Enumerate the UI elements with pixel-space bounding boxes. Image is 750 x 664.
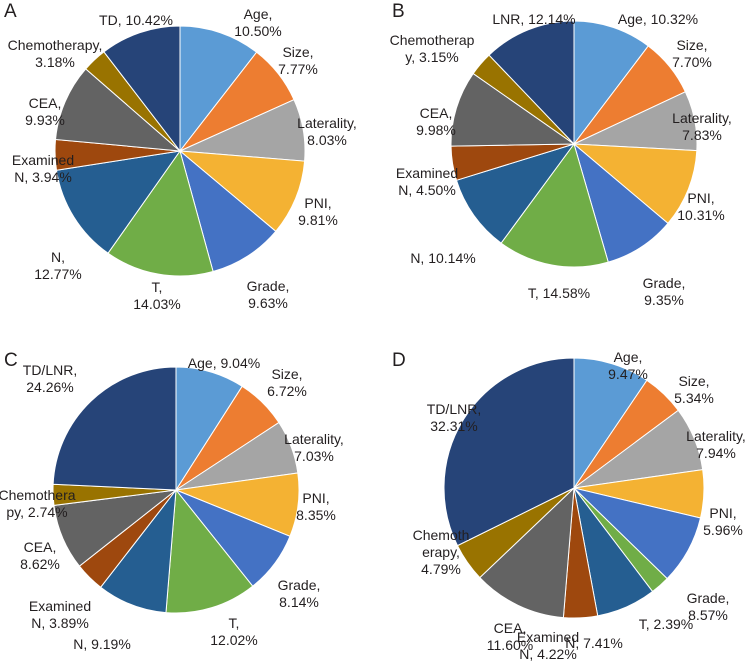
panel-a-slice-td bbox=[103, 25, 181, 153]
panel-c-slices bbox=[52, 366, 300, 614]
panel-b-slice-pni bbox=[572, 143, 698, 225]
panel-b-label-age: Age, 10.32% bbox=[618, 11, 698, 27]
panel-c-letter: C bbox=[4, 350, 18, 371]
panel-a-label-grade: Grade, 9.63% bbox=[247, 278, 290, 311]
panel-d-slice-cea bbox=[479, 486, 575, 619]
panel-c-label-laterality: Laterality, 7.03% bbox=[284, 431, 344, 464]
panel-a-slice-age bbox=[179, 25, 258, 153]
panel-c-slice-t bbox=[165, 488, 254, 614]
panel-c-label-examined-n: Examined N, 3.89% bbox=[29, 598, 91, 631]
panel-b-slice-cea bbox=[450, 72, 576, 147]
panel-b-label-n: N, 10.14% bbox=[410, 250, 475, 266]
panel-a-label-chemotherapy: Chemotherapy, 3.18% bbox=[8, 37, 103, 70]
panel-a-labels: Age, 10.50% Size, 7.77% Laterality, 8.03% PNI,… bbox=[8, 6, 357, 312]
panel-a-label-examined-n: Examined N, 3.94% bbox=[12, 152, 74, 185]
panel-b-label-t: T, 14.58% bbox=[528, 285, 590, 301]
panel-d-labels: Age, 9.47% Size, 5.34% Laterality, 7.94% PNI, 5… bbox=[413, 349, 746, 662]
panel-c-slice-td-lnr bbox=[52, 366, 177, 491]
panel-d-label-pni: PNI, 5.96% bbox=[703, 505, 743, 538]
panel-b-slice-lnr bbox=[488, 20, 575, 146]
panel-b-label-cea: CEA, 9.98% bbox=[416, 105, 456, 138]
panel-a-letter: A bbox=[4, 1, 17, 22]
panel-a-slice-n bbox=[55, 150, 182, 254]
panel-c-label-t: T, 12.02% bbox=[210, 615, 257, 648]
panel-b-slices bbox=[450, 20, 698, 268]
panel-a-slice-grade bbox=[179, 149, 277, 273]
panel-d-label-chemotherapy: Chemoth erapy, 4.79% bbox=[413, 527, 470, 577]
panel-d-label-laterality: Laterality, 7.94% bbox=[686, 428, 746, 461]
panel-c-label-pni: PNI, 8.35% bbox=[296, 490, 336, 523]
panel-d-label-size: Size, 5.34% bbox=[674, 373, 714, 406]
panel-a-slice-cea bbox=[54, 68, 182, 152]
panel-d-label-age: Age, 9.47% bbox=[608, 349, 648, 382]
panel-a-label-n: N, 12.77% bbox=[34, 249, 81, 282]
panel-b-label-laterality: Laterality, 7.83% bbox=[672, 110, 732, 143]
panel-d-slices bbox=[443, 357, 705, 619]
panel-d-label-td-lnr: TD/LNR, 32.31% bbox=[427, 401, 481, 434]
panel-c-label-cea: CEA, 8.62% bbox=[20, 539, 60, 572]
panel-c-label-grade: Grade, 8.14% bbox=[278, 577, 321, 610]
panel-a-label-size: Size, 7.77% bbox=[278, 44, 318, 77]
panel-c-label-td-lnr: TD/LNR, 24.26% bbox=[23, 362, 77, 395]
panel-d-label-t: T, 2.39% bbox=[639, 616, 693, 632]
panel-b-slice-n bbox=[455, 143, 576, 244]
panel-a-slice-pni bbox=[178, 150, 306, 233]
panel-a-label-laterality: Laterality, 8.03% bbox=[297, 115, 357, 148]
panel-c-label-age: Age, 9.04% bbox=[188, 355, 260, 371]
panel-d-label-examined-n: Examined N, 4.22% bbox=[517, 629, 579, 662]
panel-d-label-cea: CEA, 11.60% bbox=[487, 620, 533, 653]
panel-d-letter: D bbox=[392, 350, 406, 371]
panel-a-label-t: T, 14.03% bbox=[133, 279, 180, 312]
panel-b-label-size: Size, 7.70% bbox=[672, 37, 712, 70]
panel-b-label-pni: PNI, 10.31% bbox=[677, 190, 724, 223]
panel-d-slice-age bbox=[573, 357, 648, 490]
panel-b-letter: B bbox=[392, 1, 405, 22]
panel-b-slice-t bbox=[500, 142, 609, 268]
panel-b-label-lnr: LNR, 12.14% bbox=[492, 11, 575, 27]
panel-a: A Age, 10.50% Size, 7.77% Laterality, 8.03% PN… bbox=[4, 1, 357, 312]
panel-b-slice-age bbox=[573, 20, 649, 146]
panel-b-labels: Age, 10.32% Size, 7.70% Laterality, 7.83% PNI… bbox=[390, 11, 732, 308]
panel-a-slice-t bbox=[107, 149, 214, 277]
panel-c: C Age, 9.04% Size, 6.72% Laterality, 7.03% PN… bbox=[0, 350, 344, 652]
panel-a-label-cea: CEA, 9.93% bbox=[25, 95, 65, 128]
panel-c-label-n: N, 9.19% bbox=[73, 636, 131, 652]
panel-b-label-grade: Grade, 9.35% bbox=[643, 275, 686, 308]
panel-b-label-chemotherapy: Chemotherap y, 3.15% bbox=[390, 32, 475, 65]
panel-d-slice-td-lnr bbox=[443, 357, 575, 547]
panel-b: B Age, 10.32% Size, 7.70% Laterality, 7.83% P… bbox=[390, 1, 732, 308]
panel-c-labels: Age, 9.04% Size, 6.72% Laterality, 7.03% PNI,… bbox=[0, 355, 344, 652]
panel-a-slices bbox=[54, 25, 306, 277]
panel-a-label-td: TD, 10.42% bbox=[99, 12, 173, 28]
panel-c-label-chemotherapy: Chemothera py, 2.74% bbox=[0, 487, 76, 520]
panel-d: D Age, 9.47% Size, 5.34% Laterality, 7.94% PNI… bbox=[392, 349, 746, 662]
panel-a-label-pni: PNI, 9.81% bbox=[298, 195, 338, 228]
panel-d-label-grade: Grade, 8.57% bbox=[687, 590, 730, 623]
panel-b-label-examined-n: Examined N, 4.50% bbox=[396, 165, 458, 198]
panel-a-label-age: Age, 10.50% bbox=[234, 6, 281, 39]
panel-d-label-n: N, 7.41% bbox=[565, 635, 623, 651]
panel-c-label-size: Size, 6.72% bbox=[267, 366, 307, 399]
